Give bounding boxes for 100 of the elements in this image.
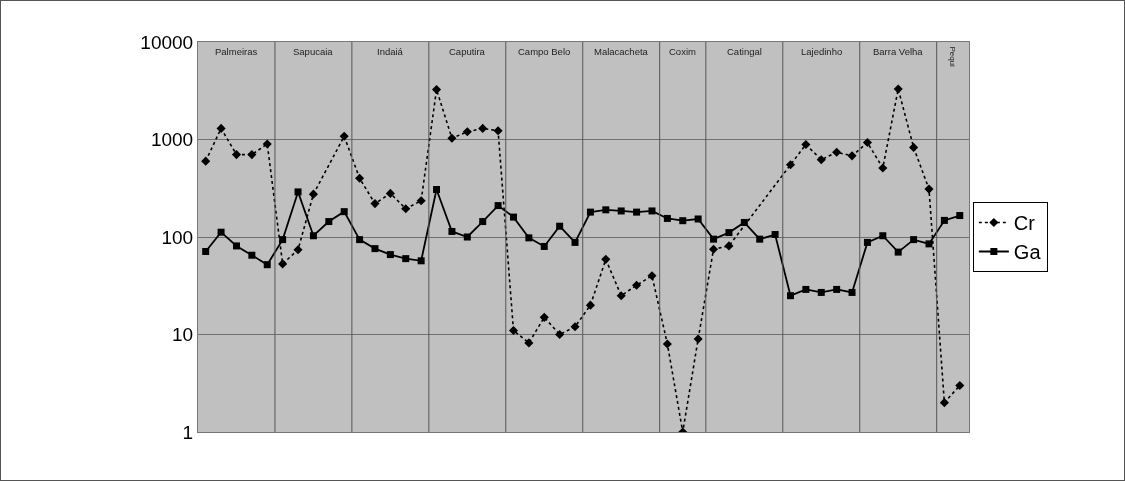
point — [694, 215, 702, 223]
point — [371, 245, 379, 253]
point — [416, 196, 426, 206]
point — [356, 236, 364, 244]
point — [601, 254, 611, 264]
point — [202, 248, 210, 255]
point — [894, 248, 902, 256]
point — [248, 251, 256, 259]
point — [816, 155, 826, 165]
point — [724, 241, 734, 251]
y-tick-label: 100 — [161, 226, 194, 248]
point — [231, 150, 242, 160]
point — [386, 251, 394, 259]
point — [679, 217, 687, 225]
point — [662, 339, 672, 349]
annotation: Indaiá — [377, 46, 404, 57]
annotation: Coxim — [669, 46, 696, 57]
point — [910, 236, 918, 244]
point — [956, 212, 964, 220]
point — [693, 334, 703, 344]
annotation: Barra Velha — [873, 46, 924, 57]
annotation: Campo Belo — [518, 46, 571, 57]
point — [509, 213, 517, 221]
point — [279, 236, 287, 244]
point — [293, 245, 303, 255]
annotation: Malacacheta — [594, 46, 649, 57]
point — [585, 300, 595, 310]
annotation: Pequi — [947, 46, 957, 68]
point — [201, 156, 211, 166]
point — [862, 138, 872, 148]
point — [647, 271, 657, 281]
point — [539, 312, 549, 322]
point — [478, 123, 488, 133]
point — [479, 218, 487, 226]
point — [632, 280, 642, 290]
point — [431, 85, 442, 95]
annotation: Lajedinho — [801, 46, 843, 57]
point — [448, 227, 456, 235]
point — [633, 208, 641, 216]
point — [463, 233, 471, 241]
point — [663, 214, 671, 222]
point — [802, 285, 810, 293]
point — [833, 285, 841, 293]
point — [308, 189, 318, 199]
point — [909, 142, 919, 152]
legend-label: Cr — [1013, 212, 1036, 235]
point — [401, 204, 411, 214]
point — [217, 228, 225, 236]
point — [616, 291, 626, 301]
point — [524, 338, 534, 348]
point — [325, 218, 333, 226]
point — [340, 208, 348, 216]
point — [785, 160, 796, 170]
point — [940, 216, 948, 224]
point — [771, 231, 779, 239]
point — [370, 199, 380, 209]
annotation: Sapucaia — [293, 46, 334, 57]
point — [216, 123, 226, 133]
point — [710, 235, 718, 243]
point — [402, 255, 410, 263]
point — [925, 240, 933, 248]
point — [648, 207, 656, 215]
point — [817, 288, 825, 296]
point — [247, 150, 257, 160]
point — [571, 238, 579, 246]
point — [417, 257, 425, 265]
point — [263, 261, 271, 269]
point — [847, 151, 857, 161]
annotation: Catingal — [727, 46, 762, 57]
point — [939, 398, 949, 408]
y-tick-label: 10 — [172, 324, 194, 346]
point — [725, 229, 733, 237]
legend-label: Ga — [1013, 241, 1042, 264]
y-tick-label: 10000 — [140, 31, 194, 53]
point — [879, 232, 887, 240]
point — [848, 288, 856, 296]
point — [756, 235, 764, 243]
point — [433, 186, 441, 193]
y-tick-label: 1 — [182, 421, 194, 443]
point — [494, 202, 502, 210]
point — [232, 242, 240, 250]
point — [278, 259, 288, 269]
point — [355, 173, 365, 183]
point — [555, 329, 565, 340]
annotation: Caputira — [449, 46, 486, 57]
point — [786, 292, 794, 300]
point — [586, 208, 594, 216]
point — [525, 234, 533, 242]
y-tick-label: 1000 — [150, 129, 194, 151]
point — [493, 126, 503, 136]
point — [262, 139, 272, 149]
point — [462, 127, 472, 137]
point — [294, 188, 302, 196]
point — [893, 84, 903, 94]
point — [339, 131, 349, 141]
point — [602, 206, 610, 214]
point — [540, 242, 548, 250]
point — [385, 188, 395, 198]
point — [570, 322, 580, 332]
point — [924, 184, 934, 194]
